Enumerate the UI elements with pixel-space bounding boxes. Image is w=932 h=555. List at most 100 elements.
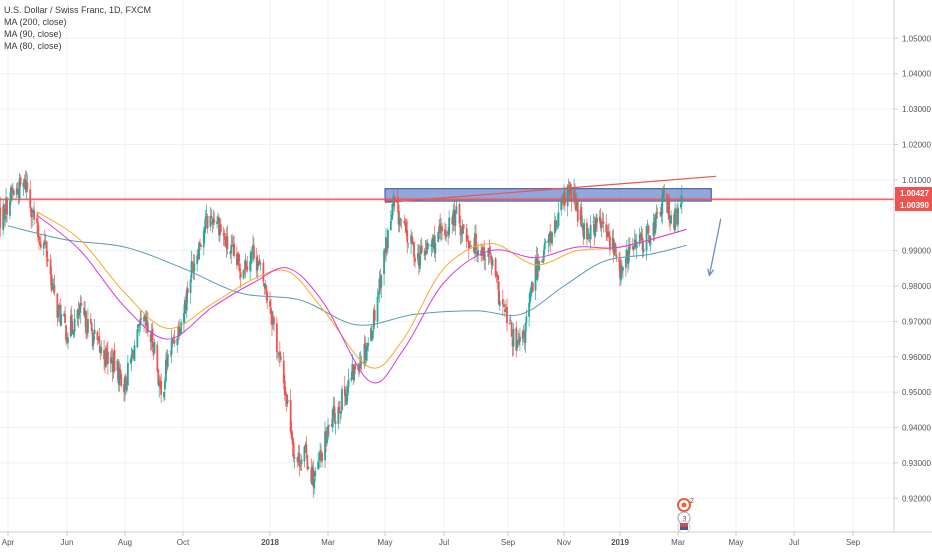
candle-body [463, 224, 465, 229]
candle-body [434, 243, 436, 254]
candle-body [406, 230, 408, 242]
candle-body [87, 319, 89, 333]
candle-body [193, 263, 195, 270]
candle-body [459, 204, 461, 223]
candlestick-series [0, 170, 683, 497]
candle-body [0, 208, 1, 228]
candle-body [293, 442, 295, 457]
candle-body [497, 275, 499, 280]
candle-body [29, 189, 31, 207]
candle-down [305, 436, 307, 458]
x-tick-label: Jul [439, 538, 449, 547]
candle-body [498, 281, 500, 304]
candle-up [448, 210, 450, 238]
candle-body [519, 337, 521, 342]
candle-body [538, 261, 540, 270]
candle-down [114, 343, 116, 374]
candle-body [551, 233, 553, 244]
candle-down [207, 215, 209, 234]
candle-body [300, 466, 302, 467]
y-tick-label: 0.94000 [902, 424, 931, 433]
candle-body [650, 237, 652, 245]
y-tick-label: 0.96000 [902, 353, 931, 362]
candle-body [646, 226, 648, 250]
legend-ma90[interactable]: MA (90, close) [4, 28, 151, 40]
candle-body [213, 220, 215, 222]
candle-body [668, 197, 670, 219]
candle-up [127, 355, 129, 386]
chart-legend: U.S. Dollar / Swiss Franc, 1D, FXCM MA (… [4, 4, 151, 52]
candle-body [467, 240, 469, 241]
candle-body [643, 249, 645, 252]
events-badge[interactable]: 2 [678, 498, 694, 511]
candle-body [558, 212, 560, 226]
candle-body [60, 314, 62, 325]
candle-body [328, 425, 330, 426]
candle-body [284, 381, 286, 395]
candle-body [633, 249, 635, 250]
candle-down [290, 389, 292, 434]
candle-body [180, 322, 182, 333]
candle-body [26, 183, 28, 189]
candle-body [320, 451, 322, 453]
candle-body [301, 460, 303, 465]
candle-body [407, 243, 409, 244]
candle-body [661, 195, 663, 214]
y-tick-label: 0.99000 [902, 247, 931, 256]
candle-body [276, 323, 278, 352]
flag-badge[interactable] [678, 521, 690, 533]
candle-body [260, 264, 262, 265]
x-tick-label: 2019 [611, 538, 629, 547]
candle-body [441, 226, 443, 231]
candle-body [428, 244, 430, 245]
event-badges[interactable]: 23 [678, 498, 694, 533]
candle-up [677, 202, 679, 233]
y-tick-label: 0.93000 [902, 459, 931, 468]
candle-body [33, 210, 35, 219]
candle-body [564, 193, 566, 205]
candle-body [321, 453, 323, 461]
candle-body [532, 283, 534, 292]
candle-body [246, 267, 248, 270]
candle-up [650, 235, 652, 251]
candle-body [273, 318, 275, 325]
candle-body [490, 253, 492, 254]
candle-body [596, 218, 598, 223]
candle-body [625, 258, 627, 267]
legend-ma200[interactable]: MA (200, close) [4, 16, 151, 28]
candle-up [519, 328, 521, 351]
candle-body [380, 275, 382, 287]
candle-down [515, 322, 517, 358]
candle-body [367, 343, 369, 347]
candle-body [647, 223, 649, 225]
candle-body [681, 197, 683, 204]
candle-up [470, 240, 472, 247]
y-tick-label: 0.92000 [902, 494, 931, 503]
candle-body [455, 206, 457, 214]
candle-body [484, 259, 486, 260]
candle-body [622, 267, 624, 270]
candle-body [341, 389, 343, 411]
candle-body [654, 218, 656, 233]
events-count: 2 [690, 498, 694, 505]
candle-body [477, 250, 479, 255]
candle-down [466, 224, 468, 249]
candle-body [677, 208, 679, 225]
candle-up [454, 211, 456, 236]
candle-body [495, 259, 497, 277]
x-tick-label: May [728, 538, 743, 547]
candle-down [273, 315, 275, 331]
candle-down [262, 259, 264, 286]
candle-down [299, 444, 301, 476]
candle-body [570, 189, 572, 201]
candle-body [509, 323, 511, 324]
candle-body [400, 218, 402, 219]
candle-up [674, 202, 676, 233]
legend-ma80[interactable]: MA (80, close) [4, 40, 151, 52]
candle-body [319, 453, 321, 460]
candle-body [401, 220, 403, 221]
candle-body [492, 260, 494, 266]
